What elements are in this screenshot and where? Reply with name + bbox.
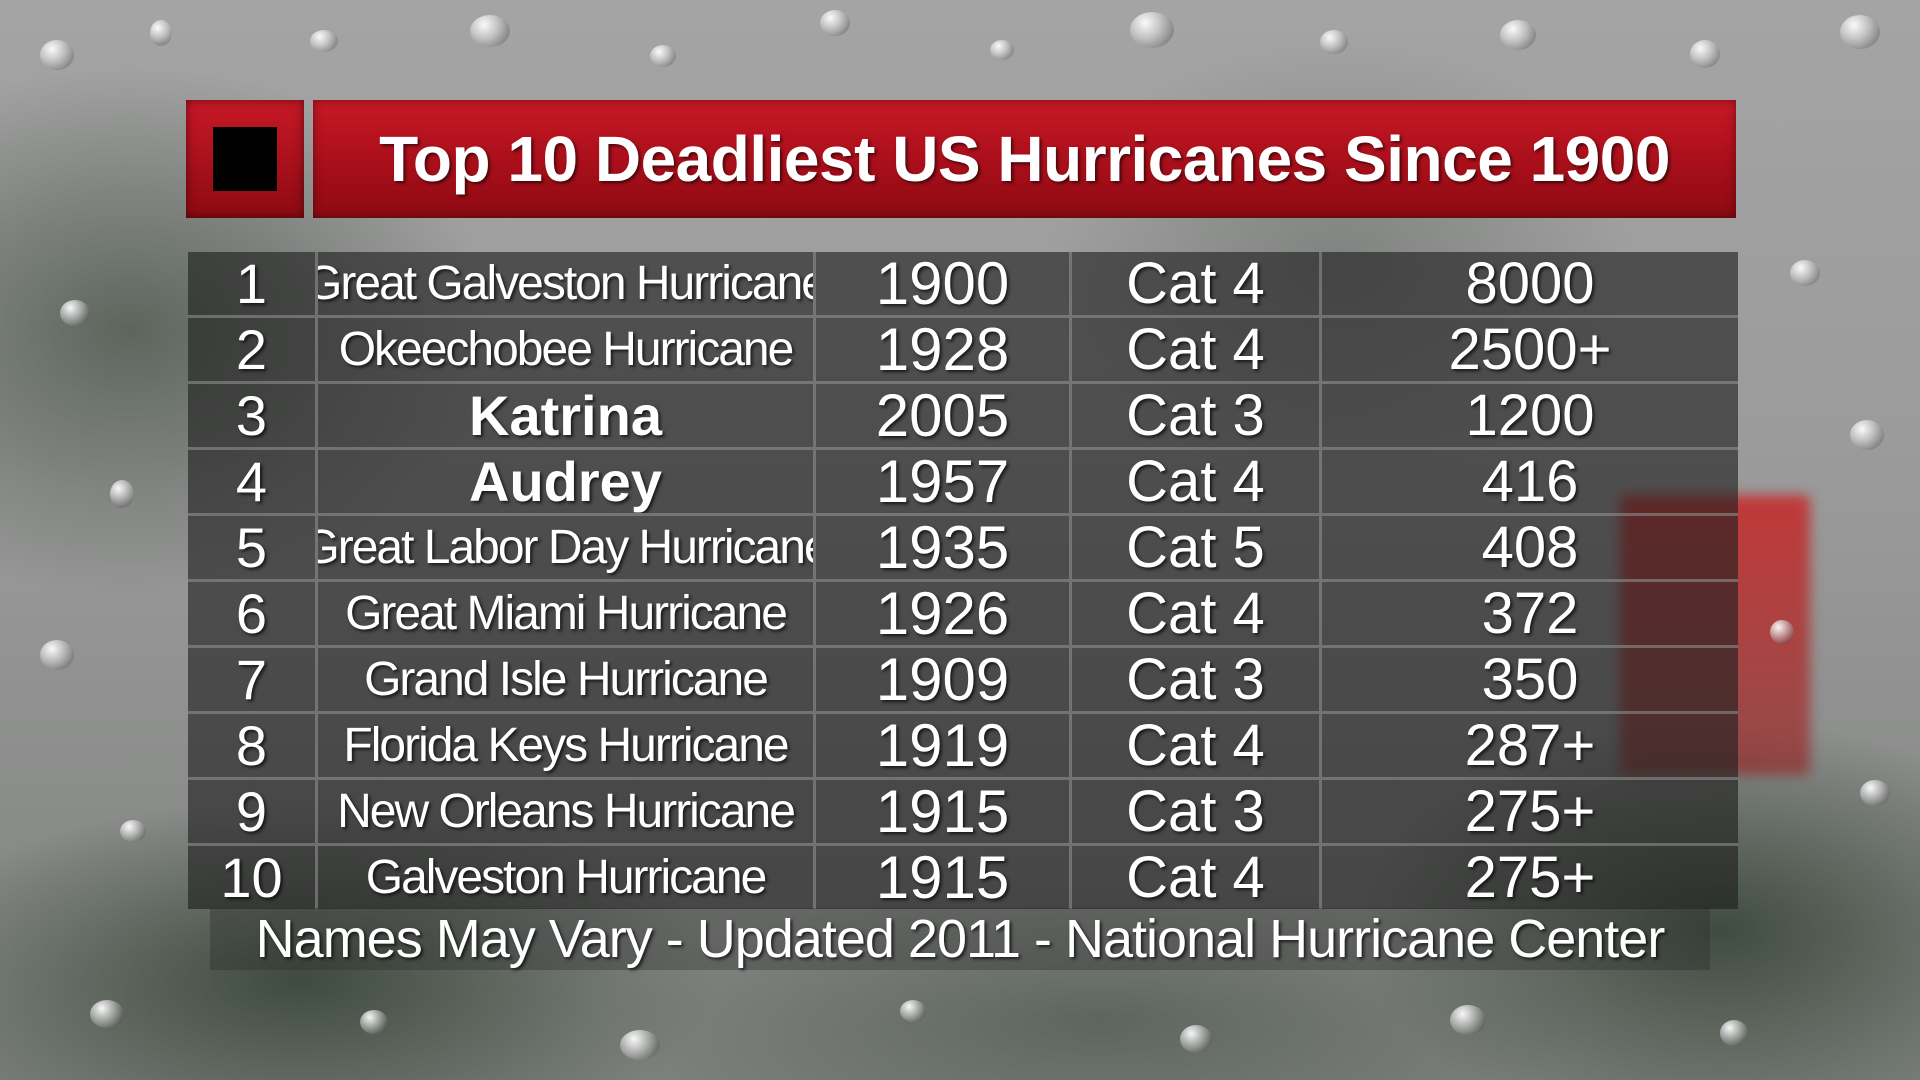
raindrop [40, 40, 74, 70]
raindrop [1180, 1025, 1212, 1053]
raindrop [900, 1000, 926, 1022]
name-cell: Katrina [318, 384, 816, 447]
raindrop [60, 300, 90, 326]
page-title: Top 10 Deadliest US Hurricanes Since 190… [379, 123, 1670, 195]
deaths-cell: 275+ [1464, 780, 1596, 843]
rank-cell: 9 [188, 780, 318, 843]
raindrop [90, 1000, 124, 1028]
table-row: 7 Grand Isle Hurricane 1909 Cat 3 350 [188, 648, 1738, 714]
raindrop [1690, 40, 1720, 68]
name-cell: Galveston Hurricane [318, 846, 816, 909]
title-banner: Top 10 Deadliest US Hurricanes Since 190… [313, 100, 1736, 218]
rank-cell: 3 [188, 384, 318, 447]
name-cell: Great Miami Hurricane [318, 582, 816, 645]
table-row: 5 Great Labor Day Hurricane 1935 Cat 5 4… [188, 516, 1738, 582]
raindrop [1500, 20, 1536, 50]
raindrop [990, 40, 1014, 60]
rank-cell: 8 [188, 714, 318, 777]
rank-cell: 6 [188, 582, 318, 645]
source-footer: Names May Vary - Updated 2011 - National… [210, 908, 1710, 970]
name-cell: Audrey [318, 450, 816, 513]
deaths-cell: 275+ [1464, 846, 1596, 909]
deaths-cell: 408 [1481, 516, 1579, 579]
raindrop [470, 15, 510, 47]
title-bar: Top 10 Deadliest US Hurricanes Since 190… [186, 100, 1736, 218]
rank-cell: 4 [188, 450, 318, 513]
raindrop [1450, 1005, 1486, 1035]
year-cell: 1928 [816, 318, 1072, 381]
raindrop [310, 30, 338, 52]
raindrop [1840, 15, 1880, 49]
category-cell: Cat 4 [1072, 714, 1322, 777]
raindrop [1860, 780, 1890, 806]
table-row: 1 Great Galveston Hurricane 1900 Cat 4 8… [188, 252, 1738, 318]
name-cell: Florida Keys Hurricane [318, 714, 816, 777]
table-row: 8 Florida Keys Hurricane 1919 Cat 4 287+ [188, 714, 1738, 780]
deaths-cell: 1200 [1465, 384, 1595, 447]
year-cell: 1915 [816, 780, 1072, 843]
rank-cell: 1 [188, 252, 318, 315]
raindrop [1850, 420, 1884, 450]
name-cell: New Orleans Hurricane [318, 780, 816, 843]
name-cell: Great Labor Day Hurricane [318, 516, 816, 579]
year-cell: 1900 [816, 252, 1072, 315]
title-icon-box [186, 100, 304, 218]
raindrop [360, 1010, 388, 1034]
table-row: 2 Okeechobee Hurricane 1928 Cat 4 2500+ [188, 318, 1738, 384]
table-row: 4 Audrey 1957 Cat 4 416 [188, 450, 1738, 516]
name-cell: Okeechobee Hurricane [318, 318, 816, 381]
name-cell: Great Galveston Hurricane [318, 252, 816, 315]
name-cell: Grand Isle Hurricane [318, 648, 816, 711]
raindrop [1130, 12, 1174, 48]
raindrop [110, 480, 134, 508]
raindrop [150, 20, 172, 46]
year-cell: 1926 [816, 582, 1072, 645]
raindrop [650, 45, 676, 67]
deaths-cell: 372 [1481, 582, 1579, 645]
table-row: 10 Galveston Hurricane 1915 Cat 4 275+ [188, 846, 1738, 909]
rank-cell: 5 [188, 516, 318, 579]
rank-cell: 7 [188, 648, 318, 711]
raindrop [1790, 260, 1820, 286]
raindrop [120, 820, 146, 842]
raindrop [820, 10, 850, 36]
category-cell: Cat 4 [1072, 582, 1322, 645]
raindrop [1770, 620, 1794, 644]
year-cell: 1909 [816, 648, 1072, 711]
year-cell: 2005 [816, 384, 1072, 447]
raindrop [620, 1030, 660, 1060]
raindrop [1320, 30, 1348, 54]
deaths-cell: 8000 [1465, 252, 1595, 315]
raindrop [40, 640, 74, 670]
rank-cell: 10 [188, 846, 318, 909]
hurricane-table: 1 Great Galveston Hurricane 1900 Cat 4 8… [188, 252, 1738, 909]
category-cell: Cat 4 [1072, 450, 1322, 513]
category-cell: Cat 3 [1072, 780, 1322, 843]
year-cell: 1919 [816, 714, 1072, 777]
deaths-cell: 350 [1481, 648, 1579, 711]
category-cell: Cat 4 [1072, 846, 1322, 909]
category-cell: Cat 4 [1072, 318, 1322, 381]
table-row: 3 Katrina 2005 Cat 3 1200 [188, 384, 1738, 450]
raindrop [1720, 1020, 1748, 1046]
table-row: 9 New Orleans Hurricane 1915 Cat 3 275+ [188, 780, 1738, 846]
table-row: 6 Great Miami Hurricane 1926 Cat 4 372 [188, 582, 1738, 648]
stop-square-icon [213, 127, 277, 191]
year-cell: 1957 [816, 450, 1072, 513]
rank-cell: 2 [188, 318, 318, 381]
deaths-cell: 416 [1481, 450, 1579, 513]
category-cell: Cat 3 [1072, 648, 1322, 711]
year-cell: 1915 [816, 846, 1072, 909]
category-cell: Cat 5 [1072, 516, 1322, 579]
category-cell: Cat 4 [1072, 252, 1322, 315]
category-cell: Cat 3 [1072, 384, 1322, 447]
year-cell: 1935 [816, 516, 1072, 579]
deaths-cell: 2500+ [1448, 318, 1612, 381]
deaths-cell: 287+ [1464, 714, 1596, 777]
